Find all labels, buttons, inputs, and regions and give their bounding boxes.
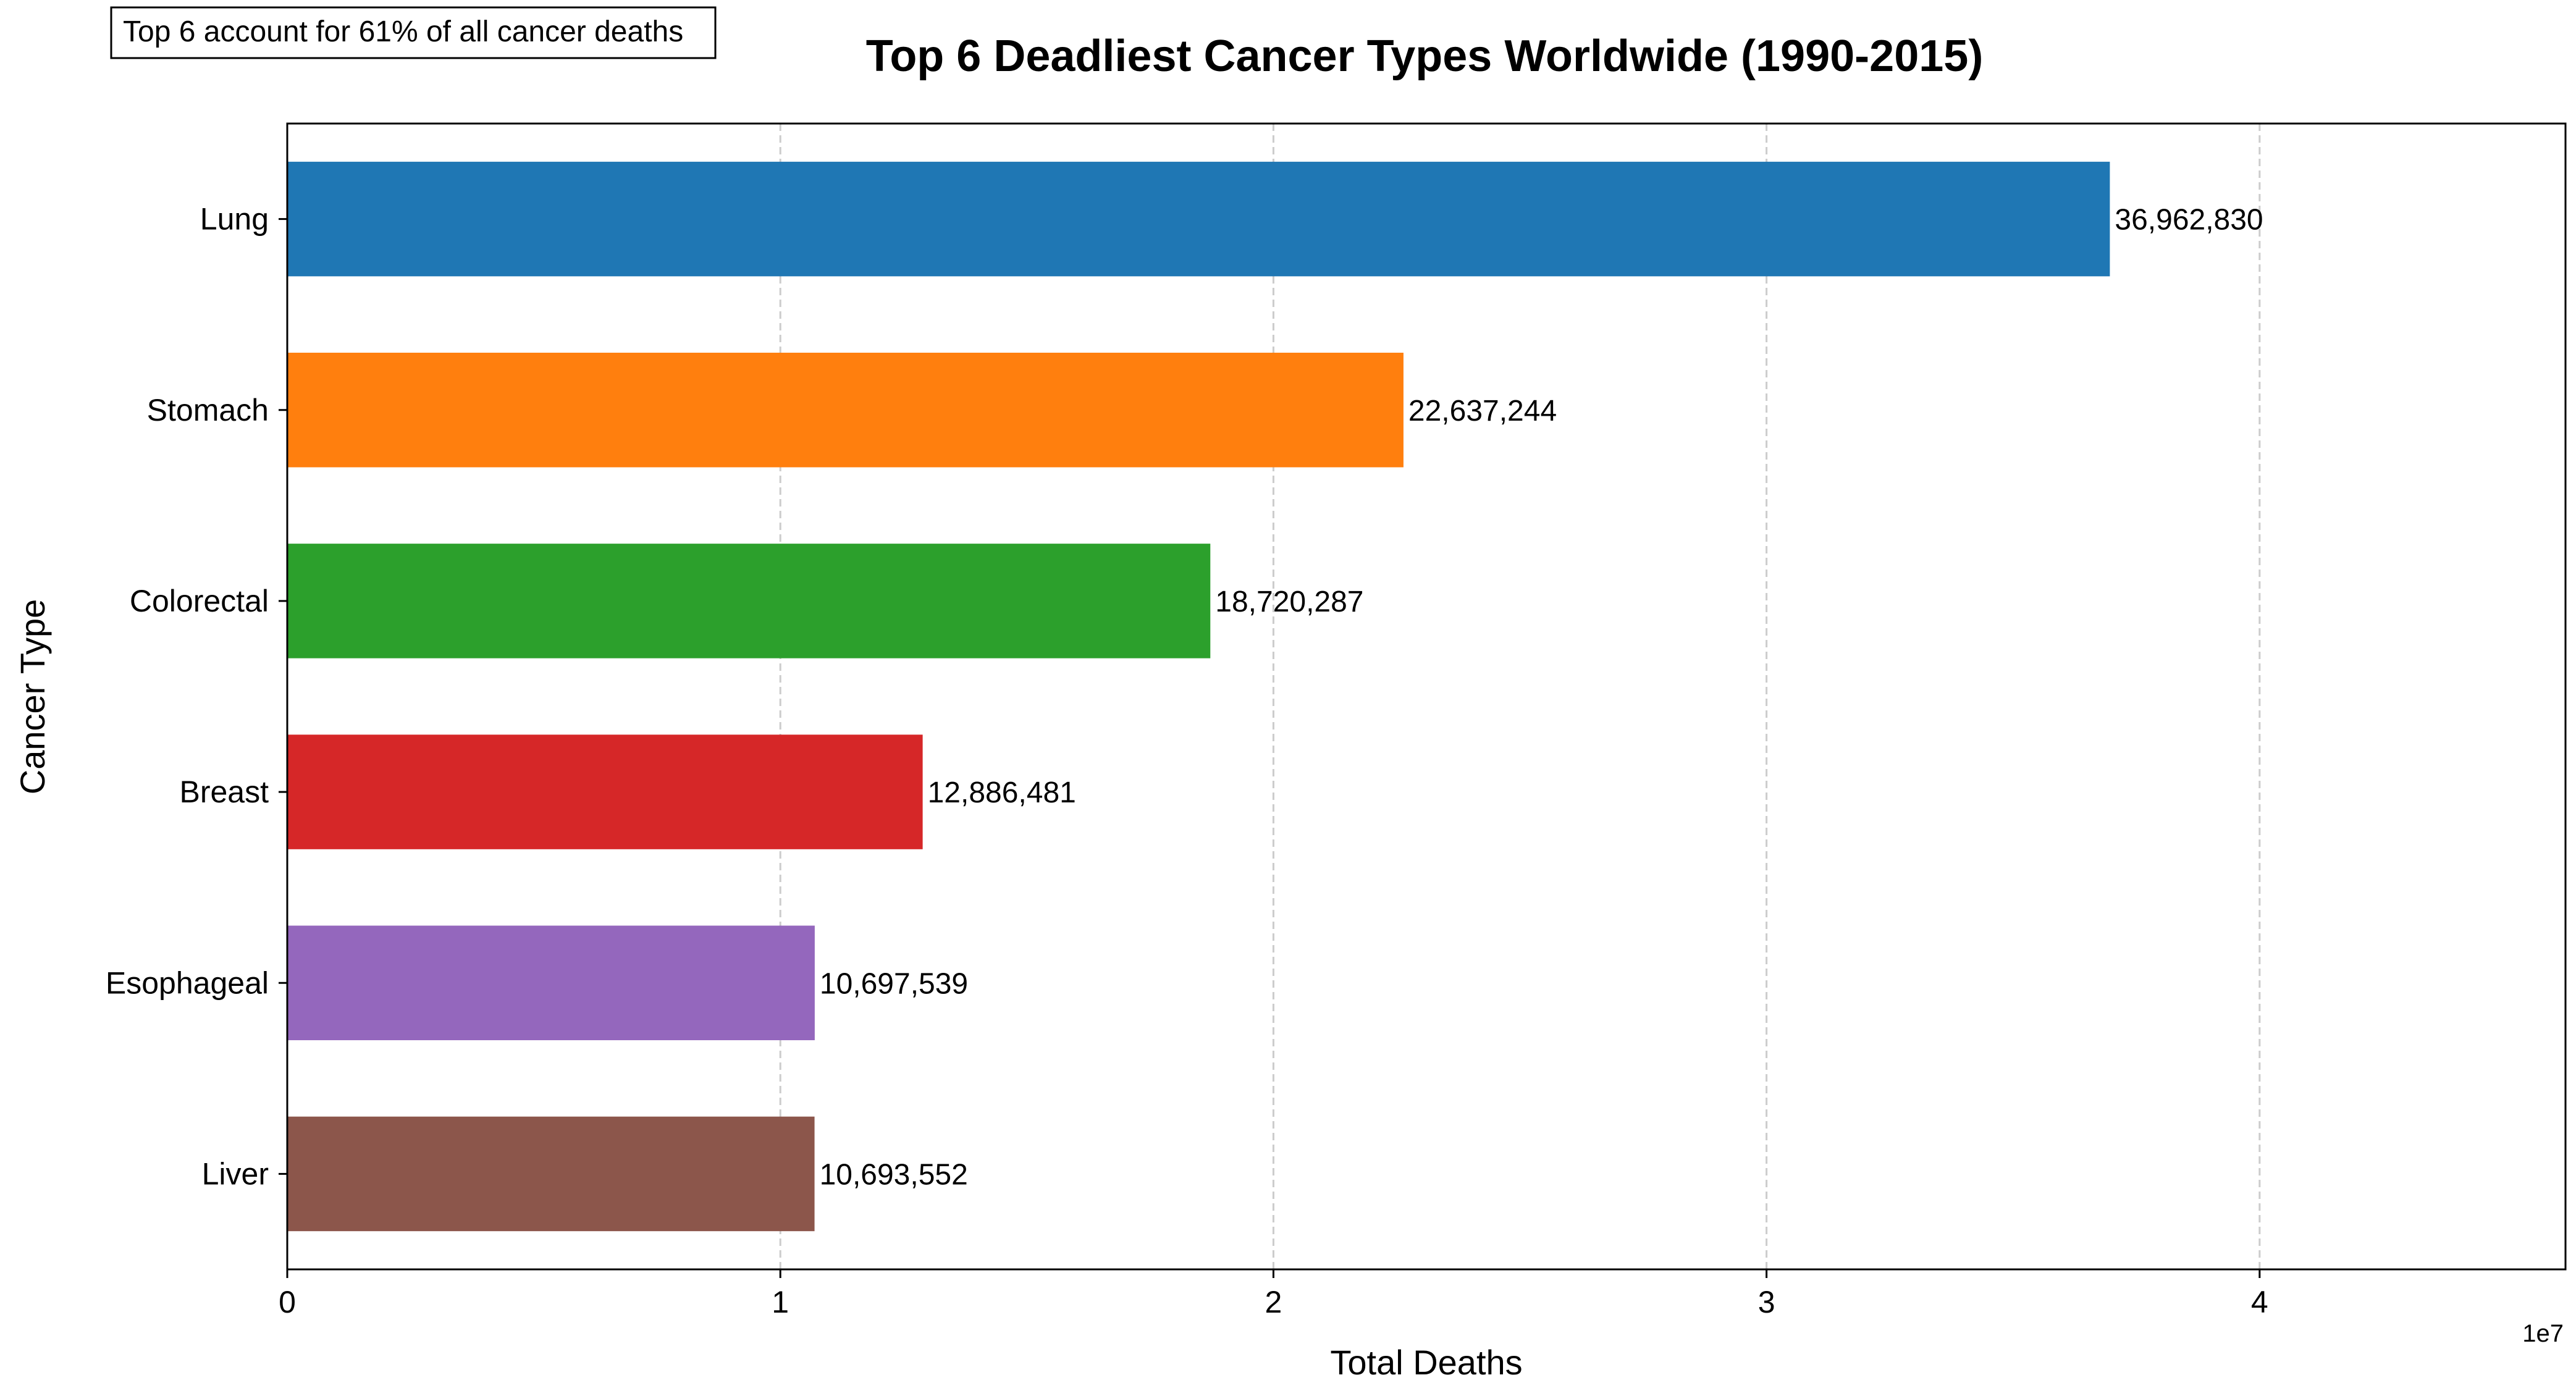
value-label-liver: 10,693,552: [820, 1158, 968, 1191]
y-tick-label-stomach: Stomach: [147, 393, 269, 427]
bar-colorectal: [287, 544, 1211, 658]
y-axis-ticks: Lung Stomach Colorectal Breast Esophageal Liv…: [106, 202, 287, 1191]
bar-lung: [287, 161, 2110, 277]
y-tick-label-breast: Breast: [179, 775, 269, 809]
chart-title: Top 6 Deadliest Cancer Types Worldwide (…: [866, 32, 1984, 81]
value-labels: 36,962,830 22,637,244 18,720,287 12,886,481…: [820, 204, 2263, 1192]
x-tick-label: 3: [1758, 1285, 1775, 1319]
y-tick-label-esophageal: Esophageal: [106, 965, 269, 1000]
x-axis-ticks: 0 1 2 3 4: [279, 1269, 2268, 1319]
x-tick-label: 2: [1265, 1285, 1282, 1319]
value-label-lung: 36,962,830: [2115, 204, 2263, 237]
y-tick-label-colorectal: Colorectal: [130, 584, 269, 618]
y-tick-label-lung: Lung: [200, 202, 269, 237]
x-axis-offset-label: 1e7: [2522, 1320, 2564, 1347]
x-tick-label: 0: [279, 1285, 296, 1319]
plot-frame: [286, 122, 2567, 1271]
x-axis-label: Total Deaths: [1330, 1343, 1522, 1382]
bar-liver: [287, 1116, 815, 1232]
bar-breast: [287, 734, 923, 849]
annotation-box: [110, 6, 717, 59]
annotation-text: Top 6 account for 61% of all cancer deat…: [123, 15, 683, 48]
bars: [287, 161, 2110, 1232]
x-tick-label: 1: [772, 1285, 789, 1319]
value-label-stomach: 22,637,244: [1408, 395, 1557, 427]
x-gridlines: [779, 124, 2261, 1269]
x-tick-label: 4: [2251, 1285, 2268, 1319]
y-tick-label-liver: Liver: [202, 1156, 269, 1191]
value-label-esophageal: 10,697,539: [820, 967, 968, 1000]
annotation: Top 6 account for 61% of all cancer deat…: [110, 6, 717, 59]
bar-esophageal: [287, 925, 815, 1040]
y-axis-label: Cancer Type: [13, 599, 52, 794]
value-label-colorectal: 18,720,287: [1215, 586, 1363, 618]
value-label-breast: 12,886,481: [928, 776, 1076, 809]
bar-stomach: [287, 353, 1404, 468]
